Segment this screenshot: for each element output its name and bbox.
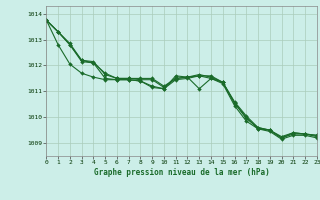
X-axis label: Graphe pression niveau de la mer (hPa): Graphe pression niveau de la mer (hPa) — [94, 168, 269, 177]
